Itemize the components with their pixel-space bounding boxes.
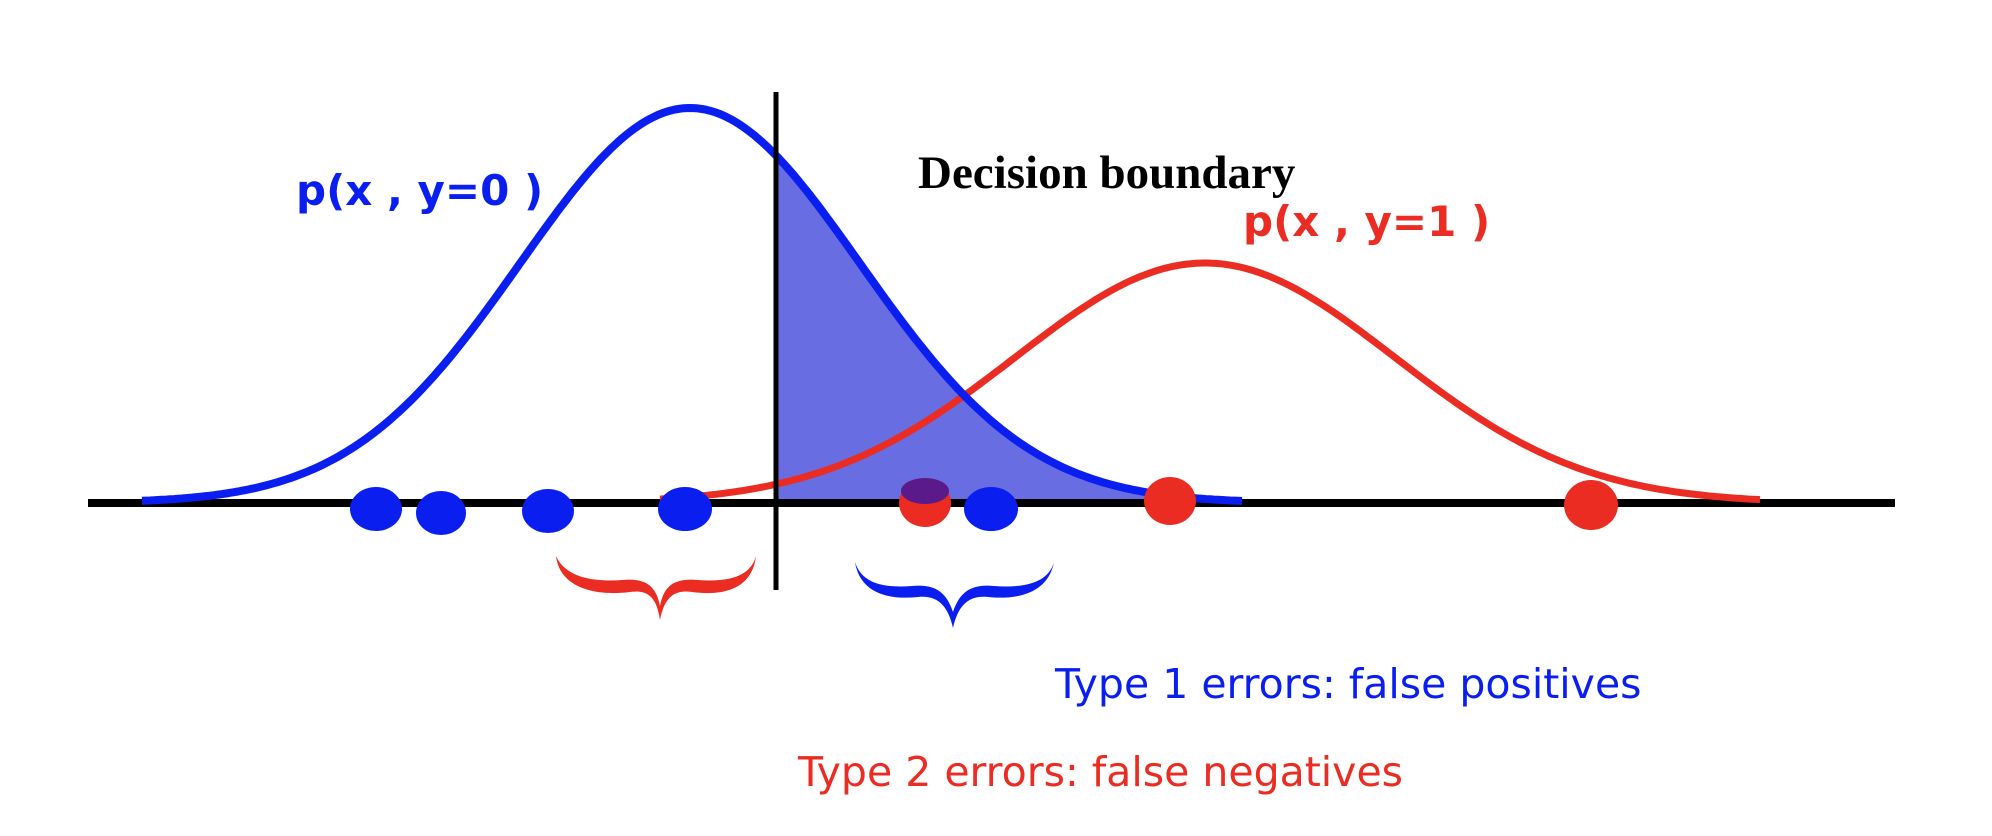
false-positive-shaded-area <box>776 155 1242 503</box>
class1-density-curve <box>659 259 1761 504</box>
class0-curve-label: p(x , y=0 ) <box>296 166 543 215</box>
blue-curly-brace <box>855 562 1054 628</box>
class1-sample-point-overlap <box>901 478 949 504</box>
class0-samples <box>350 487 1018 535</box>
class1-sample-point <box>1564 480 1618 530</box>
class0-sample-point <box>964 487 1018 531</box>
type1-errors-legend: Type 1 errors: false positives <box>1054 660 1642 708</box>
class0-sample-point <box>416 491 466 535</box>
class1-samples <box>899 477 1618 530</box>
class0-sample-point <box>522 489 574 533</box>
class0-sample-point <box>350 487 402 531</box>
class1-sample-point <box>1144 477 1196 525</box>
class0-sample-point <box>658 487 712 531</box>
red-curly-brace <box>556 556 756 620</box>
class0-density-curve <box>141 104 1243 505</box>
decision-boundary-label: Decision boundary <box>918 147 1296 199</box>
class1-curve-label: p(x , y=1 ) <box>1243 197 1490 246</box>
type2-errors-legend: Type 2 errors: false negatives <box>797 748 1403 796</box>
